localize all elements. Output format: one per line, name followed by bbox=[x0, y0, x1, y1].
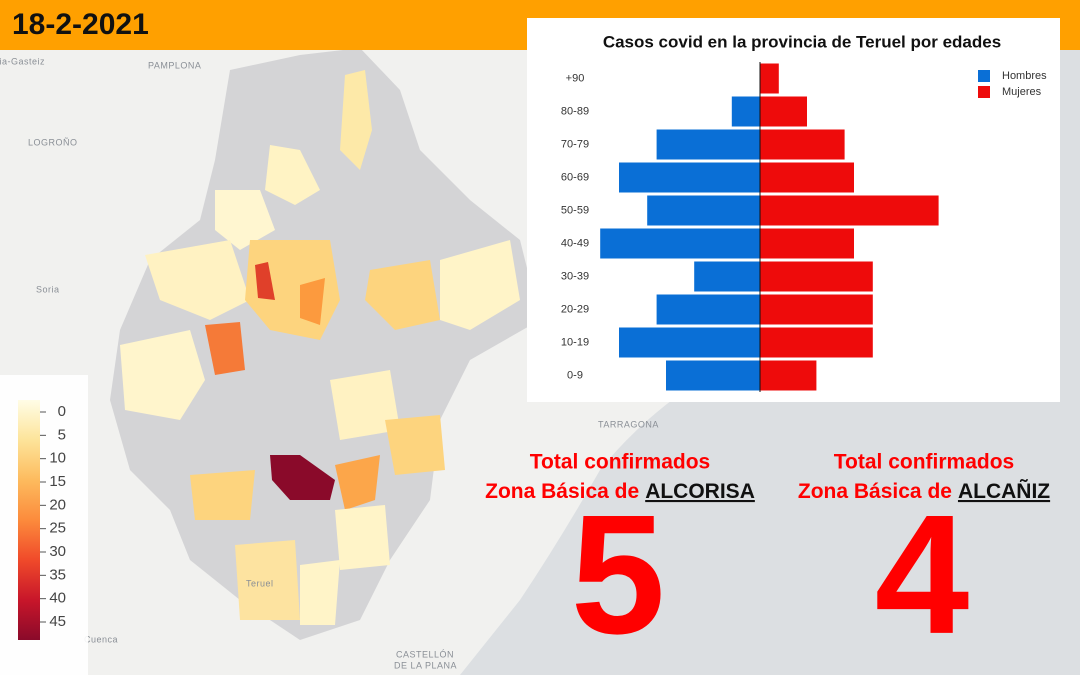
scale-tick-label: 25 bbox=[49, 520, 66, 537]
legend-swatch bbox=[978, 86, 990, 98]
zone bbox=[335, 505, 390, 570]
zone bbox=[335, 455, 380, 510]
place-label: CASTELLÓN bbox=[396, 649, 454, 659]
y-tick-label: 30-39 bbox=[561, 270, 589, 282]
zone bbox=[365, 260, 440, 330]
zone-prefix: Zona Básica de bbox=[798, 480, 952, 503]
zone-prefix: Zona Básica de bbox=[485, 480, 639, 503]
total-heading: Total confirmados bbox=[834, 451, 1014, 474]
total-value: 4 bbox=[875, 480, 970, 670]
place-labels: ria-Gasteiz PAMPLONA LOGROÑO Soria TARRAGONA… bbox=[0, 56, 659, 670]
total-value: 5 bbox=[571, 480, 666, 670]
bar bbox=[694, 261, 760, 292]
bar bbox=[619, 162, 760, 193]
zone-alcorisa bbox=[270, 455, 335, 500]
place-label: ria-Gasteiz bbox=[0, 56, 45, 66]
scale-panel bbox=[0, 375, 88, 675]
place-label: Cuenca bbox=[84, 634, 118, 644]
zone bbox=[340, 70, 372, 170]
legend-swatch bbox=[978, 70, 990, 82]
pyramid-chart: +90 80-89 70-79 60-69 50-59 40-49 30-39 20-29 10… bbox=[561, 62, 1047, 392]
bar bbox=[600, 228, 760, 259]
zone bbox=[120, 330, 205, 420]
zone bbox=[145, 240, 250, 320]
y-tick-label: 10-19 bbox=[561, 336, 589, 348]
y-tick-label: 0-9 bbox=[567, 369, 583, 381]
legend-label: Hombres bbox=[1002, 70, 1047, 82]
bar bbox=[731, 96, 760, 127]
y-tick-label: 20-29 bbox=[561, 303, 589, 315]
bar bbox=[760, 360, 817, 391]
zone-name: ALCAÑIZ bbox=[958, 480, 1050, 503]
zone bbox=[190, 470, 255, 520]
scale-tick-label: 45 bbox=[49, 613, 66, 630]
place-label: TARRAGONA bbox=[598, 419, 659, 429]
bar bbox=[760, 96, 807, 127]
place-label: DE LA PLANA bbox=[394, 660, 457, 670]
legend-label: Mujeres bbox=[1002, 86, 1042, 98]
scale-tick-label: 15 bbox=[49, 473, 66, 490]
scale-bar bbox=[18, 400, 40, 640]
zone-name: ALCORISA bbox=[645, 480, 755, 503]
bar bbox=[760, 327, 873, 358]
chart-title: Casos covid en la provincia de Teruel po… bbox=[603, 32, 1001, 51]
total-heading: Total confirmados bbox=[530, 451, 710, 474]
totals: Total confirmados Zona Básica de ALCORISA5… bbox=[485, 451, 1050, 670]
y-tick-label: 70-79 bbox=[561, 138, 589, 150]
bar bbox=[647, 195, 760, 226]
zone bbox=[215, 190, 275, 250]
bar bbox=[760, 228, 854, 259]
scale-tick-label: 30 bbox=[49, 543, 66, 560]
scale-ticks: 0 5 10 15 20 25 30 35 40 45 bbox=[40, 403, 66, 630]
bar bbox=[760, 294, 873, 325]
zone bbox=[205, 322, 245, 375]
total-zone-line: Zona Básica de ALCAÑIZ bbox=[798, 480, 1050, 503]
bar bbox=[760, 129, 845, 160]
bar bbox=[760, 162, 854, 193]
y-tick-label: 80-89 bbox=[561, 105, 589, 117]
y-tick-label: 40-49 bbox=[561, 237, 589, 249]
y-tick-label: 60-69 bbox=[561, 171, 589, 183]
zone bbox=[255, 262, 275, 300]
y-tick-label: 50-59 bbox=[561, 204, 589, 216]
bar bbox=[619, 327, 760, 358]
place-label: Teruel bbox=[246, 578, 274, 588]
scale-tick-label: 35 bbox=[49, 566, 66, 583]
zone bbox=[330, 370, 400, 440]
zone bbox=[440, 240, 520, 330]
bar bbox=[760, 261, 873, 292]
place-label: LOGROÑO bbox=[28, 137, 78, 147]
bar bbox=[656, 129, 760, 160]
date: 18-2-2021 bbox=[12, 8, 149, 41]
bar bbox=[666, 360, 760, 391]
bar bbox=[656, 294, 760, 325]
scale-tick-label: 20 bbox=[49, 496, 66, 513]
place-label: Soria bbox=[36, 284, 60, 294]
total-zone-line: Zona Básica de ALCORISA bbox=[485, 480, 755, 503]
zone bbox=[265, 145, 320, 205]
zone bbox=[235, 540, 300, 620]
zone bbox=[385, 415, 445, 475]
bar bbox=[760, 63, 779, 94]
zone bbox=[300, 278, 325, 325]
scale-tick-label: 10 bbox=[49, 450, 66, 467]
zone bbox=[300, 560, 340, 625]
bar bbox=[760, 195, 939, 226]
scale-tick-label: 0 bbox=[58, 403, 66, 420]
y-tick-label: +90 bbox=[566, 72, 585, 84]
scale-tick-label: 5 bbox=[58, 426, 66, 443]
scale-tick-label: 40 bbox=[49, 590, 66, 607]
place-label: PAMPLONA bbox=[148, 60, 201, 70]
